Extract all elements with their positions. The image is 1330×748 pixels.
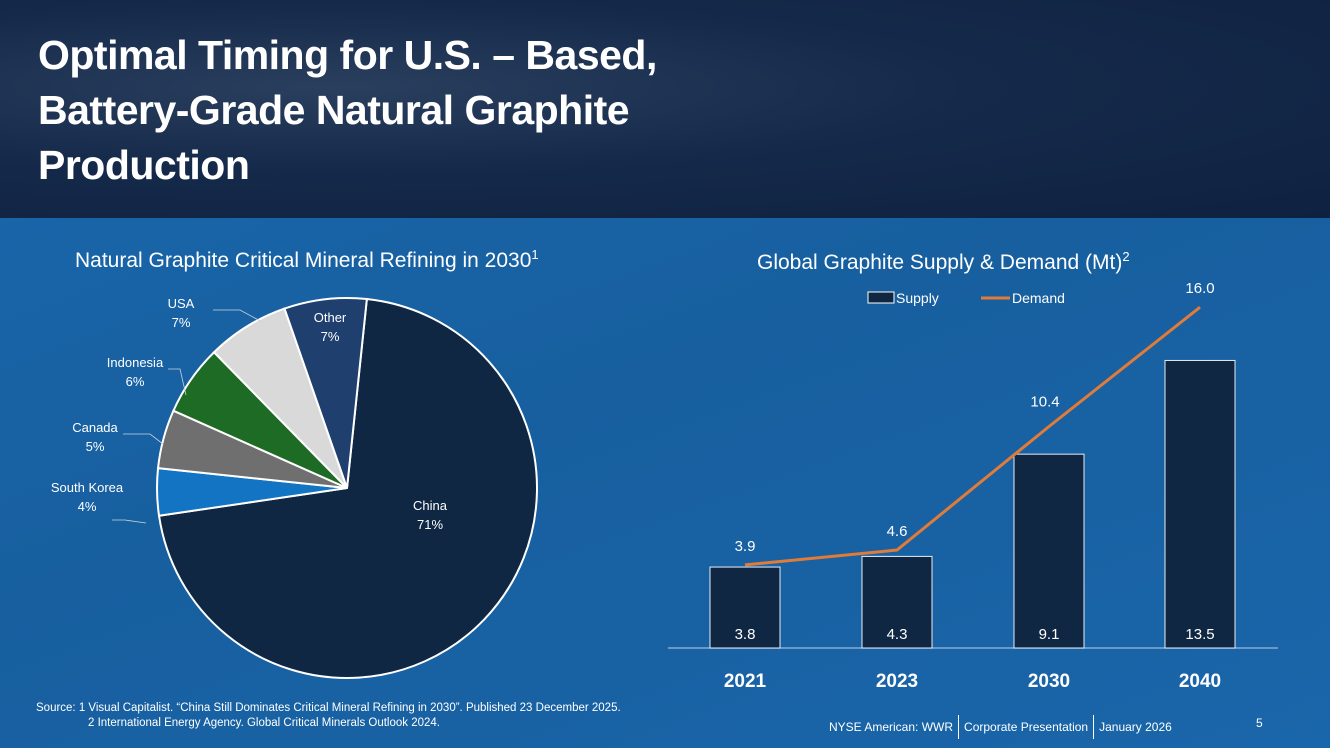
page-title: Optimal Timing for U.S. – Based, Battery… bbox=[38, 28, 657, 193]
footer-info: NYSE American: WWR Corporate Presentatio… bbox=[829, 715, 1172, 739]
pie-pct: 4% bbox=[78, 499, 97, 514]
supply-data-label: 3.8 bbox=[735, 626, 756, 643]
supply-data-label: 9.1 bbox=[1039, 626, 1060, 643]
pie-chart-title: Natural Graphite Critical Mineral Refini… bbox=[75, 247, 539, 273]
header-banner bbox=[0, 0, 1330, 218]
footnote-ref: 1 bbox=[531, 247, 539, 262]
document-date: January 2026 bbox=[1099, 720, 1172, 734]
document-name: Corporate Presentation bbox=[964, 720, 1089, 734]
x-tick-label: 2023 bbox=[876, 671, 918, 692]
pie-label: China bbox=[413, 498, 448, 513]
pie-label: Canada bbox=[72, 420, 118, 435]
leader-line bbox=[123, 433, 164, 445]
pie-label: South Korea bbox=[51, 480, 124, 495]
pie-slice-china bbox=[157, 297, 538, 679]
leader-line bbox=[112, 519, 147, 524]
leader-line bbox=[168, 368, 187, 396]
footnote-ref: 2 bbox=[1122, 249, 1130, 264]
x-tick-label: 2040 bbox=[1179, 671, 1221, 692]
demand-data-label: 3.9 bbox=[735, 538, 756, 555]
leader-line bbox=[213, 309, 263, 323]
supply-data-label: 4.3 bbox=[887, 626, 908, 643]
source-2: 2 International Energy Agency. Global Cr… bbox=[88, 717, 441, 729]
pie-slice-other bbox=[283, 297, 368, 489]
title-line: Optimal Timing for U.S. – Based, bbox=[38, 32, 657, 78]
source-notes: Source: 1 Visual Capitalist. “China Stil… bbox=[36, 701, 621, 731]
pie-label: Other bbox=[314, 310, 347, 325]
demand-data-label: 16.0 bbox=[1185, 280, 1214, 297]
page-number: 5 bbox=[1256, 716, 1263, 730]
legend-supply-swatch bbox=[867, 291, 895, 304]
source-1: Source: 1 Visual Capitalist. “China Stil… bbox=[36, 702, 621, 714]
bar-chart-title: Global Graphite Supply & Demand (Mt)2 bbox=[757, 249, 1130, 275]
legend-supply-label: Supply bbox=[896, 290, 939, 306]
supply-bar-2030 bbox=[1013, 453, 1085, 649]
x-tick-label: 2021 bbox=[724, 671, 767, 692]
supply-bar-2021 bbox=[709, 566, 781, 649]
pie-pct: 7% bbox=[321, 329, 340, 344]
pie-pct: 7% bbox=[172, 315, 191, 330]
legend-demand-label: Demand bbox=[1012, 290, 1065, 306]
bar-title-text: Global Graphite Supply & Demand (Mt) bbox=[757, 251, 1123, 274]
demand-line bbox=[744, 306, 1201, 567]
title-line: Battery-Grade Natural Graphite bbox=[38, 87, 630, 133]
demand-data-label: 10.4 bbox=[1030, 393, 1059, 410]
pie-title-text: Natural Graphite Critical Mineral Refini… bbox=[75, 249, 532, 272]
pie-label: Indonesia bbox=[107, 355, 164, 370]
title-line: Production bbox=[38, 142, 250, 188]
pie-pct: 6% bbox=[126, 374, 145, 389]
pie-label: USA bbox=[168, 296, 195, 311]
divider bbox=[958, 715, 960, 739]
divider bbox=[1093, 715, 1095, 739]
supply-data-label: 13.5 bbox=[1185, 626, 1214, 643]
exchange-ticker: NYSE American: WWR bbox=[829, 720, 954, 734]
supply-bar-2040 bbox=[1164, 359, 1236, 649]
pie-pct: 71% bbox=[417, 517, 443, 532]
x-tick-label: 2030 bbox=[1028, 671, 1070, 692]
pie-pct: 5% bbox=[86, 439, 105, 454]
demand-data-label: 4.6 bbox=[887, 523, 908, 540]
supply-bar-2023 bbox=[861, 555, 933, 649]
